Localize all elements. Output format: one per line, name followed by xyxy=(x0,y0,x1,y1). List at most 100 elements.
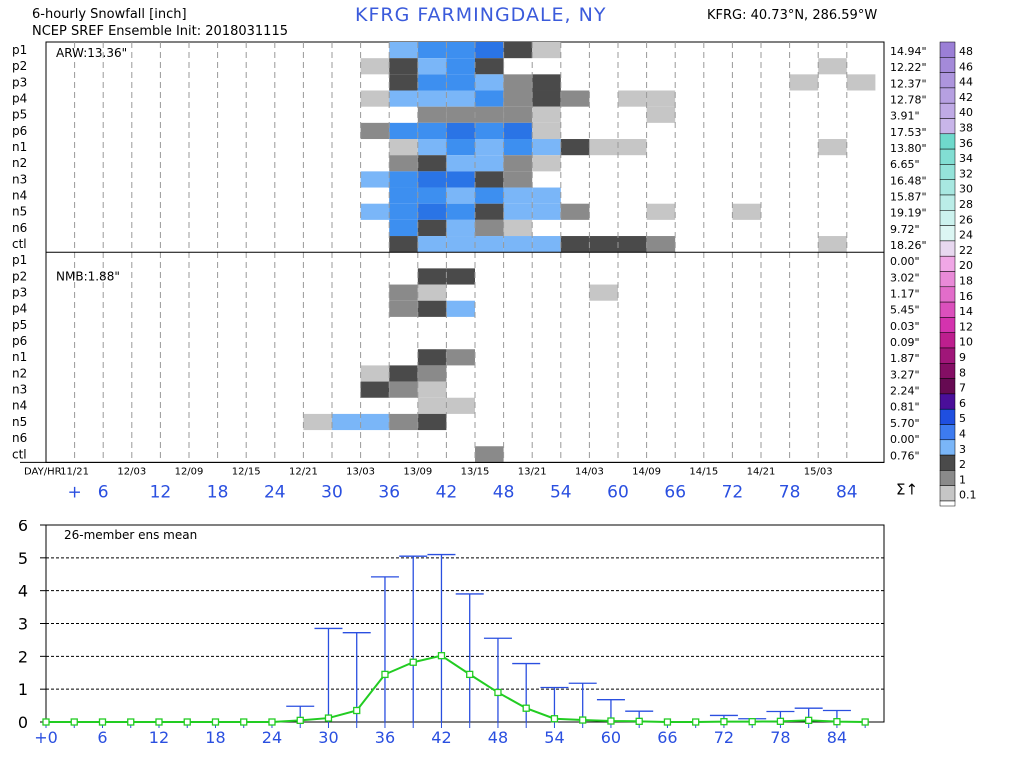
colorbar-swatch xyxy=(939,102,956,119)
heatmap-cell xyxy=(503,155,533,172)
member-total: 2.24" xyxy=(890,385,920,398)
heatmap-cell xyxy=(532,42,561,59)
member-label: n2 xyxy=(12,366,27,380)
heatmap-cell xyxy=(503,203,533,220)
heatmap-cell xyxy=(446,155,475,172)
member-label: p2 xyxy=(12,269,27,283)
heatmap-cell xyxy=(503,42,533,59)
colorbar-swatch xyxy=(939,408,956,425)
heatmap-cell xyxy=(417,236,447,253)
heatmap-cell xyxy=(475,203,504,220)
member-label: p6 xyxy=(12,334,27,348)
heatmap-cell xyxy=(417,171,447,188)
mean-point xyxy=(466,670,474,679)
heatmap-cell xyxy=(618,139,647,156)
col-label-bottom: 6 xyxy=(98,482,109,502)
heatmap-cell xyxy=(475,236,504,253)
heatmap-cell xyxy=(532,139,561,156)
heatmap-cell xyxy=(818,139,847,156)
colorbar-label: 32 xyxy=(959,167,973,180)
heatmap-cell xyxy=(818,236,847,253)
colorbar-swatch xyxy=(939,148,956,165)
member-label: n6 xyxy=(12,431,27,445)
col-label-bottom: + xyxy=(67,482,81,502)
heatmap-cell xyxy=(417,74,447,91)
member-total: 12.78" xyxy=(890,94,927,107)
member-total: 5.70" xyxy=(890,417,920,430)
y-tick-label: 6 xyxy=(18,520,28,535)
heatmap-cell xyxy=(389,122,418,140)
x-tick-label: 42 xyxy=(431,728,451,747)
sum-symbol: Σ↑ xyxy=(896,480,918,498)
mean-point xyxy=(240,718,248,726)
member-total: 1.17" xyxy=(890,288,920,301)
heatmap-cell xyxy=(475,58,504,75)
y-tick-label: 5 xyxy=(18,549,28,568)
colorbar-label: 28 xyxy=(959,198,973,211)
colorbar-label: 0.1 xyxy=(959,489,977,502)
member-total: 16.48" xyxy=(890,174,927,187)
member-total: 19.19" xyxy=(890,207,927,220)
colorbar-label: 16 xyxy=(959,290,973,303)
member-total: 0.81" xyxy=(890,401,920,414)
colorbar-label: 2 xyxy=(959,458,966,471)
colorbar-swatch xyxy=(939,41,956,58)
mean-point xyxy=(522,704,530,712)
heatmap-cell xyxy=(475,171,504,188)
member-label: p2 xyxy=(12,59,27,73)
heatmap-cell xyxy=(389,171,418,188)
mean-point xyxy=(692,718,700,726)
colorbar-swatch xyxy=(939,179,956,196)
member-total: 5.45" xyxy=(890,304,920,317)
x-tick-label: 48 xyxy=(488,728,508,747)
heatmap-cell xyxy=(532,187,561,204)
member-total: 0.03" xyxy=(890,320,920,333)
mean-point xyxy=(494,688,502,697)
x-tick-label: 60 xyxy=(601,728,621,747)
heatmap-cell xyxy=(646,90,676,107)
heatmap-cell xyxy=(560,90,590,107)
mean-line xyxy=(46,654,866,723)
heatmap-cell xyxy=(532,236,561,253)
colorbar-swatch xyxy=(939,210,956,226)
heatmap-cell xyxy=(389,413,418,431)
col-label-top: 15/03 xyxy=(804,466,833,477)
group-label-arw: ARW:13.36" xyxy=(56,46,127,60)
member-total: 0.00" xyxy=(890,433,920,446)
colorbar-swatch xyxy=(939,225,956,242)
heatmap-cell xyxy=(475,122,504,140)
member-label: p3 xyxy=(12,75,27,89)
heatmap-cell xyxy=(532,203,561,220)
member-label: p1 xyxy=(12,253,27,267)
x-tick-label: 66 xyxy=(657,728,677,747)
col-label-bottom: 36 xyxy=(378,482,400,502)
heatmap-cell xyxy=(389,284,418,301)
col-label-top: 14/15 xyxy=(689,466,718,477)
col-label-bottom: 84 xyxy=(836,482,858,502)
heatmap-cell xyxy=(417,219,447,237)
col-label-top: 12/03 xyxy=(117,466,146,477)
y-tick-label: 3 xyxy=(18,615,28,634)
heatmap-cell xyxy=(360,171,390,188)
col-label-top: 14/03 xyxy=(575,466,604,477)
member-label: n1 xyxy=(12,350,27,364)
heatmap-cell xyxy=(475,74,504,91)
heatmap-cell xyxy=(446,171,475,188)
x-tick-label: 18 xyxy=(205,728,225,747)
colorbar-label: 4 xyxy=(959,428,966,441)
heatmap-cell xyxy=(503,139,533,156)
col-label-top: 14/09 xyxy=(632,466,661,477)
mean-point xyxy=(805,716,813,725)
heatmap-cell xyxy=(417,365,447,382)
heatmap-cell xyxy=(417,381,447,398)
col-label-bottom: 72 xyxy=(722,482,744,502)
member-total: 13.80" xyxy=(890,142,927,155)
col-label-top: 13/15 xyxy=(461,466,490,477)
member-total: 0.00" xyxy=(890,255,920,268)
colorbar-label: 26 xyxy=(959,213,973,226)
mean-point xyxy=(437,652,446,660)
mean-point xyxy=(70,718,78,726)
colorbar-label: 3 xyxy=(959,443,966,456)
heatmap-cell xyxy=(475,90,504,107)
heatmap-cell xyxy=(417,155,447,172)
